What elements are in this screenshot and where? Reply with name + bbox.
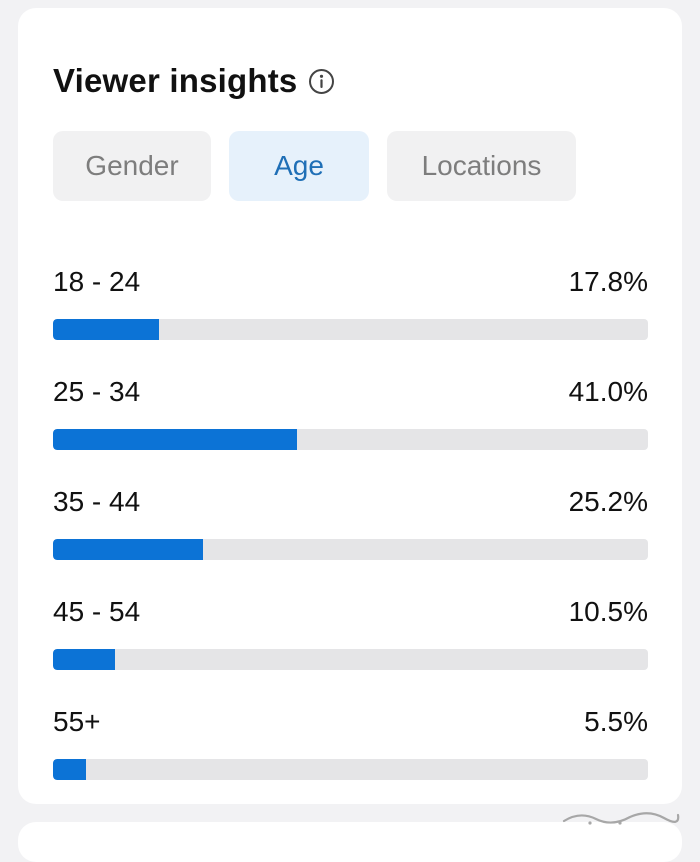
- progress-fill: [53, 539, 203, 560]
- progress-track: [53, 649, 648, 670]
- progress-track: [53, 319, 648, 340]
- card-header: Viewer insights: [53, 62, 335, 100]
- progress-track: [53, 539, 648, 560]
- card-title: Viewer insights: [53, 62, 297, 100]
- age-row-45-54: 45 - 54 10.5%: [53, 596, 648, 706]
- tab-age[interactable]: Age: [229, 131, 369, 201]
- age-range-label: 35 - 44: [53, 486, 140, 518]
- progress-fill: [53, 429, 297, 450]
- progress-track: [53, 759, 648, 780]
- age-row-18-24: 18 - 24 17.8%: [53, 266, 648, 376]
- next-card-edge: [18, 822, 682, 862]
- age-percent-label: 17.8%: [569, 266, 648, 298]
- age-percent-label: 5.5%: [584, 706, 648, 738]
- info-icon[interactable]: [308, 68, 335, 95]
- age-percent-label: 41.0%: [569, 376, 648, 408]
- age-percent-label: 25.2%: [569, 486, 648, 518]
- viewer-insights-card: Viewer insights Gender Age Locations 18 …: [18, 8, 682, 804]
- age-row-55-plus: 55+ 5.5%: [53, 706, 648, 816]
- age-row-35-44: 35 - 44 25.2%: [53, 486, 648, 596]
- insights-tabs: Gender Age Locations: [53, 131, 576, 201]
- progress-fill: [53, 319, 159, 340]
- watermark-logo: [560, 803, 680, 827]
- age-range-label: 25 - 34: [53, 376, 140, 408]
- age-percent-label: 10.5%: [569, 596, 648, 628]
- progress-fill: [53, 649, 115, 670]
- tab-gender[interactable]: Gender: [53, 131, 211, 201]
- tab-locations[interactable]: Locations: [387, 131, 576, 201]
- progress-track: [53, 429, 648, 450]
- age-range-label: 55+: [53, 706, 101, 738]
- age-range-label: 18 - 24: [53, 266, 140, 298]
- age-range-label: 45 - 54: [53, 596, 140, 628]
- age-breakdown-list: 18 - 24 17.8% 25 - 34 41.0% 35 - 44 25.2…: [53, 266, 648, 816]
- progress-fill: [53, 759, 86, 780]
- age-row-25-34: 25 - 34 41.0%: [53, 376, 648, 486]
